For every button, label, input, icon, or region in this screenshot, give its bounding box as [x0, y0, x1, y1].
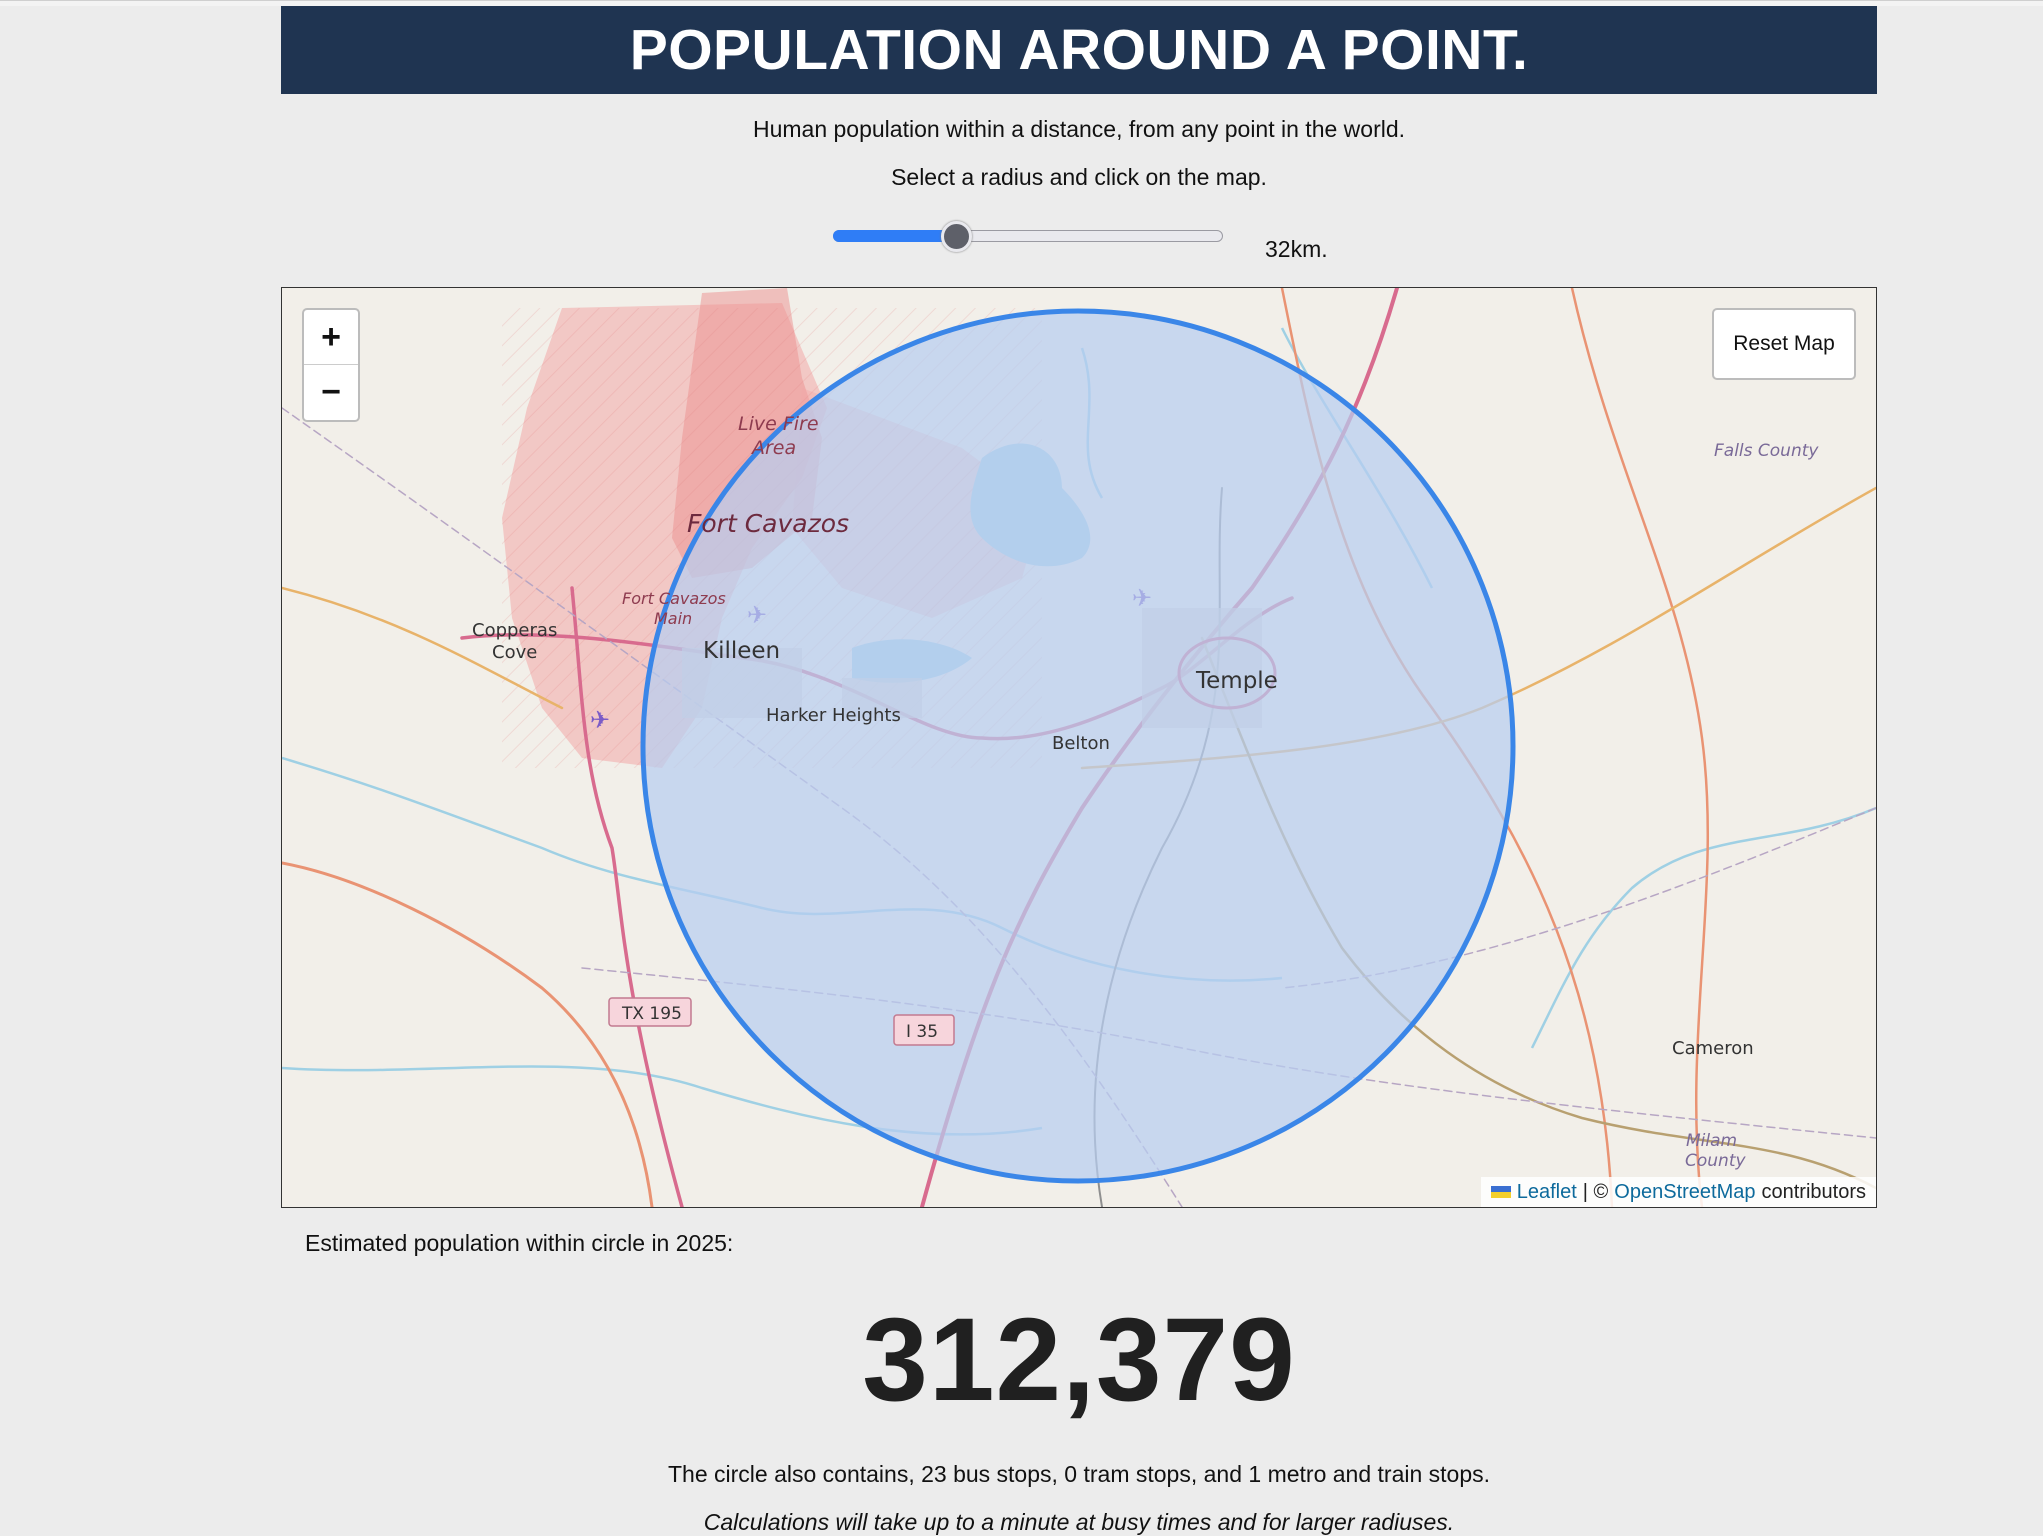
zoom-out-button[interactable]: − — [321, 372, 341, 411]
shield-i35: I 35 — [893, 1014, 955, 1046]
place-label: Cove — [492, 642, 537, 663]
map-attribution: Leaflet | © OpenStreetMap contributors — [1480, 1177, 1876, 1207]
calculation-note: Calculations will take up to a minute at… — [703, 1509, 1455, 1535]
zoom-in-button[interactable]: + — [304, 310, 358, 365]
place-label: County — [1685, 1151, 1746, 1171]
ukraine-flag-icon — [1490, 1185, 1511, 1199]
place-label: Cameron — [1672, 1038, 1754, 1059]
place-label: Temple — [1195, 668, 1278, 694]
slider-fill — [833, 230, 957, 242]
place-label: Fort Cavazos — [687, 509, 849, 538]
place-label: Live Fire — [738, 413, 819, 435]
radius-slider[interactable] — [833, 221, 1223, 252]
attribution-contributors: contributors — [1761, 1180, 1867, 1203]
top-border — [0, 0, 2043, 6]
radius-circle — [640, 308, 1516, 1184]
instruction-text: Select a radius and click on the map. — [891, 164, 1267, 190]
svg-text:TX 195: TX 195 — [621, 1004, 682, 1024]
zoom-control: + − — [302, 308, 360, 422]
intro-text: Human population within a distance, from… — [752, 116, 1406, 142]
leaflet-link[interactable]: Leaflet — [1516, 1180, 1577, 1203]
page-title: POPULATION AROUND A POINT. — [629, 17, 1529, 82]
population-label: Estimated population within circle in 20… — [305, 1230, 734, 1256]
population-value: 312,379 — [862, 1294, 1296, 1426]
page-header: POPULATION AROUND A POINT. — [281, 6, 1877, 94]
road-tx195 — [570, 586, 684, 1207]
place-label: Belton — [1052, 733, 1110, 754]
radius-value: 32km. — [1265, 236, 1328, 262]
place-label: Falls County — [1714, 441, 1819, 461]
place-label: Area — [750, 437, 796, 459]
place-label: Milam — [1686, 1131, 1737, 1151]
place-label: Copperas — [472, 620, 557, 641]
attribution-separator: | © — [1582, 1180, 1609, 1203]
reset-map-button[interactable]: Reset Map — [1712, 308, 1856, 380]
shield-tx195: TX 195 — [608, 997, 692, 1027]
place-label: Killeen — [703, 638, 780, 664]
transit-stops-text: The circle also contains, 23 bus stops, … — [667, 1461, 1491, 1487]
slider-thumb[interactable] — [941, 221, 972, 252]
place-label: Fort Cavazos — [622, 589, 726, 608]
airport-icon: ✈ — [590, 707, 610, 734]
svg-text:I 35: I 35 — [906, 1022, 938, 1042]
place-label: Harker Heights — [766, 705, 901, 726]
openstreetmap-link[interactable]: OpenStreetMap — [1614, 1180, 1756, 1203]
map-tiles[interactable]: ✈ ✈ ✈ Live Fire Area Fort Cavazos Fort C… — [282, 288, 1876, 1207]
map[interactable]: ✈ ✈ ✈ Live Fire Area Fort Cavazos Fort C… — [281, 287, 1877, 1208]
place-label: Main — [654, 609, 692, 628]
